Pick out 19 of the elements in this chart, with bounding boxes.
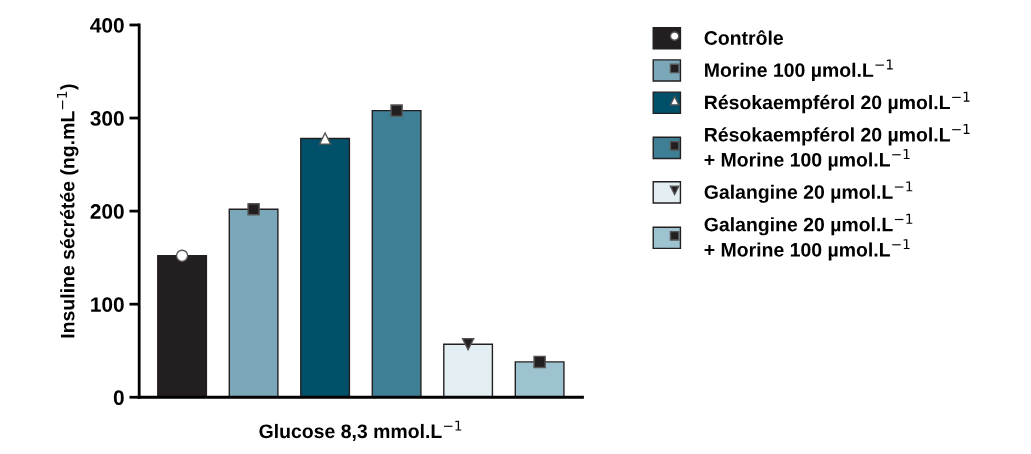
y-tick-label: 0 — [113, 390, 124, 405]
point — [390, 104, 403, 117]
legend-label: Résokaempférol 20 µmol.L$^{−1}$ — [705, 91, 970, 114]
y-tick-label: 200 — [90, 204, 124, 219]
point — [461, 337, 475, 351]
point — [318, 132, 332, 145]
point — [533, 355, 546, 369]
x-axis-title: Glucose 8,3 mmol.L$^{−1}$ — [259, 420, 462, 442]
y-tick-label: 100 — [91, 297, 124, 312]
legend-label: Galangine 20 µmol.L$^{−1}$ — [704, 181, 913, 203]
legend-label: Morine 100 µmol.L$^{−1}$ — [705, 59, 893, 81]
point — [247, 202, 260, 216]
y-tick-label: 400 — [90, 17, 124, 33]
text: Galangine 20 µmol.L$^{−1}$ + Morine 100 µmol.L$^{−1}$ — [704, 213, 913, 261]
point — [175, 249, 189, 263]
y-tick-label: 300 — [90, 111, 124, 126]
y-axis-title: Insuline sécrétée (ng.mL$^{−1}$) — [56, 84, 79, 338]
text: Résokaempférol 20 µmol.L$^{−1}$ + Morine 100 µmol.L$^{−1}$ — [704, 124, 970, 171]
legend-label: Contrôle — [704, 30, 784, 45]
